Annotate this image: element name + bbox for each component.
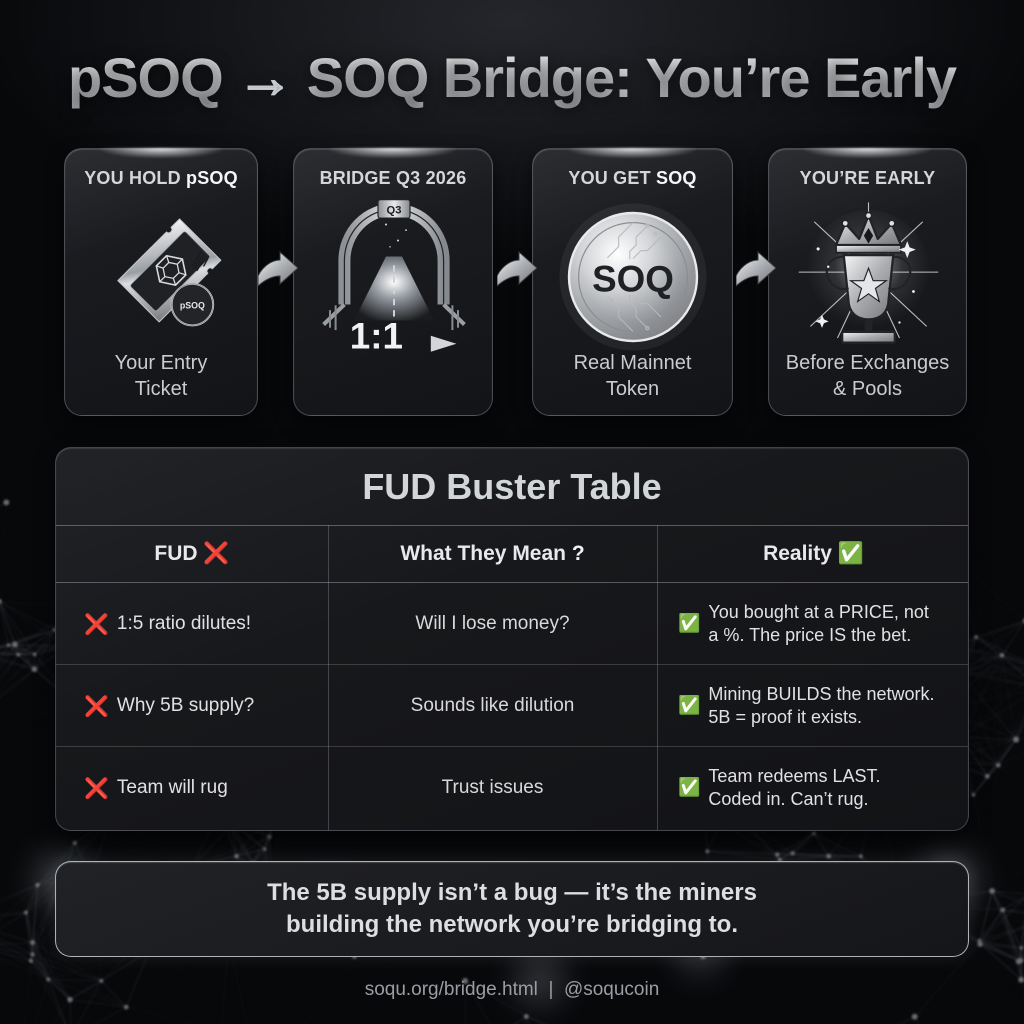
svg-text:pSOQ: pSOQ [180, 301, 205, 311]
svg-text:Q3: Q3 [387, 204, 402, 216]
svg-text:1:1: 1:1 [350, 316, 403, 357]
